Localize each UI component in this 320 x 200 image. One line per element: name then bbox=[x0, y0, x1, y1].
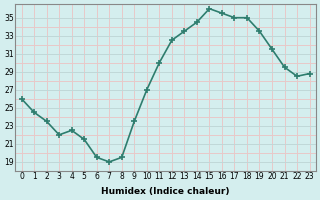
X-axis label: Humidex (Indice chaleur): Humidex (Indice chaleur) bbox=[101, 187, 230, 196]
